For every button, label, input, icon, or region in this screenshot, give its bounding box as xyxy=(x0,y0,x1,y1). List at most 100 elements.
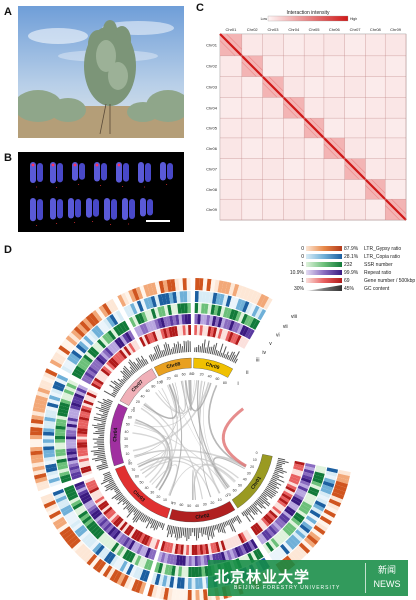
panel-label-c: C xyxy=(196,2,204,14)
legend-max: 45% xyxy=(344,286,355,292)
legend-max: 69 xyxy=(344,278,350,284)
circos-tick-label: 0 xyxy=(192,372,194,376)
circos-chromosome-label: Chr02 xyxy=(195,513,210,521)
circos-tick-label: 0 xyxy=(133,406,135,410)
synteny-link xyxy=(132,382,210,452)
circos-tick-label: 50 xyxy=(238,483,242,487)
circos-tick-label: 40 xyxy=(145,486,149,490)
track-label: vi xyxy=(276,333,280,339)
circos-tick-label: 40 xyxy=(243,478,247,482)
legend-min: 10.9% xyxy=(290,270,305,276)
legend-min: 0 xyxy=(301,246,304,252)
circos-tick-label: 80 xyxy=(128,461,132,465)
legend-label: LTR_Copia ratio xyxy=(364,254,400,260)
svg-text:•: • xyxy=(56,222,58,226)
track-label: ii xyxy=(246,370,248,376)
synteny-link xyxy=(155,380,198,414)
chromosome: • xyxy=(116,162,129,189)
circos-tick-label: 10 xyxy=(218,498,222,502)
legend-label: Repeat ratio xyxy=(364,270,391,276)
heatmap-col-label: Chr01 xyxy=(225,27,237,32)
heatmap-title: Interaction intensity xyxy=(286,10,330,16)
circos-tick-label: 60 xyxy=(135,475,139,479)
svg-text:•: • xyxy=(122,185,124,189)
heatmap-row-label: Chr08 xyxy=(206,187,218,192)
heatmap-col-label: Chr08 xyxy=(370,27,382,32)
synteny-link xyxy=(134,421,169,483)
synteny-link xyxy=(139,456,239,479)
synteny-link xyxy=(203,382,231,487)
hic-heatmap: Interaction intensity Low High Chr01 Chr0… xyxy=(206,10,407,221)
heatmap-col-label: Chr05 xyxy=(309,27,321,32)
circos-tick-label: 80 xyxy=(223,381,227,385)
circos-tick-label: 100 xyxy=(157,380,163,384)
synteny-link xyxy=(143,384,178,420)
synteny-link xyxy=(169,463,235,496)
circos-tick-label: 80 xyxy=(151,384,155,388)
circos-tick-label: 40 xyxy=(208,374,212,378)
heatmap-row-label: Chr05 xyxy=(206,126,218,131)
heatmap-row-label: Chr06 xyxy=(206,146,218,151)
circos-chromosome-segment xyxy=(153,357,192,377)
heatmap-row-label: Chr01 xyxy=(206,42,218,47)
chromosome: • xyxy=(68,198,81,224)
synteny-link xyxy=(151,464,178,496)
circos-tick-label: 0 xyxy=(128,459,130,463)
circos-tick-label: 70 xyxy=(131,468,135,472)
panel-label-a: A xyxy=(4,6,12,18)
synteny-link xyxy=(169,384,229,489)
track-label: viii xyxy=(291,314,297,320)
circos-tick-label: 20 xyxy=(167,376,171,380)
chromosome: • xyxy=(140,198,153,222)
circos-tick-label: 10 xyxy=(163,498,167,502)
synteny-link xyxy=(132,432,167,478)
circos-tick-label: 60 xyxy=(233,488,237,492)
synteny-link xyxy=(213,457,245,488)
chromosome: • xyxy=(50,198,63,226)
circos-tick-label: 10 xyxy=(253,458,257,462)
circos-tick-label: 40 xyxy=(125,430,129,434)
synteny-link xyxy=(155,385,178,489)
track-label: iii xyxy=(256,358,259,364)
chromosome: • xyxy=(30,162,43,189)
heatmap-row-label: Chr02 xyxy=(206,64,218,69)
watermark-english: BEIJING FORESTRY UNIVERSITY xyxy=(234,584,341,591)
svg-text:•: • xyxy=(144,185,146,189)
highlight-synteny-link xyxy=(221,407,247,468)
synteny-link xyxy=(199,381,211,498)
circos-tick-label: 0 xyxy=(171,501,173,505)
circos-tick-label: 80 xyxy=(189,372,193,376)
circos-chromosome-segment xyxy=(115,465,171,519)
circos-tick-label: 60 xyxy=(215,377,219,381)
news-badge: 新闻 NEWS xyxy=(365,563,404,593)
synteny-link xyxy=(137,456,173,491)
circos-tick-label: 40 xyxy=(195,504,199,508)
circos-tick-label: 40 xyxy=(174,374,178,378)
synteny-link xyxy=(133,449,246,468)
svg-text:•: • xyxy=(56,185,58,189)
circos-tick-label: 70 xyxy=(131,409,135,413)
synteny-link xyxy=(198,380,221,494)
synteny-link xyxy=(188,379,192,411)
legend-label: LTR_Gypsy ratio xyxy=(364,246,401,252)
news-en: NEWS xyxy=(373,579,401,589)
circos-tick-label: 20 xyxy=(124,445,128,449)
heatmap-scale-bar xyxy=(267,15,349,22)
svg-text:•: • xyxy=(100,183,102,187)
circos-tick-label: 20 xyxy=(210,501,214,505)
circos-chromosome-segment xyxy=(169,501,236,523)
chromosome: • xyxy=(72,162,85,187)
heatmap-row-label: Chr04 xyxy=(206,105,218,110)
track-label: v xyxy=(269,341,272,347)
heatmap-high-label: High xyxy=(350,17,357,21)
legend-max: 232 xyxy=(344,262,353,268)
legend-label: GC content xyxy=(364,286,390,292)
circos-tick-label: 20 xyxy=(156,495,160,499)
chromosome: • xyxy=(138,162,151,189)
circos-tick-label: 20 xyxy=(136,400,140,404)
track-label: vii xyxy=(283,324,288,330)
synteny-link xyxy=(142,380,195,419)
legend-swatch xyxy=(306,285,342,291)
track-label: i xyxy=(238,381,239,387)
legend-min: 1 xyxy=(301,262,304,268)
